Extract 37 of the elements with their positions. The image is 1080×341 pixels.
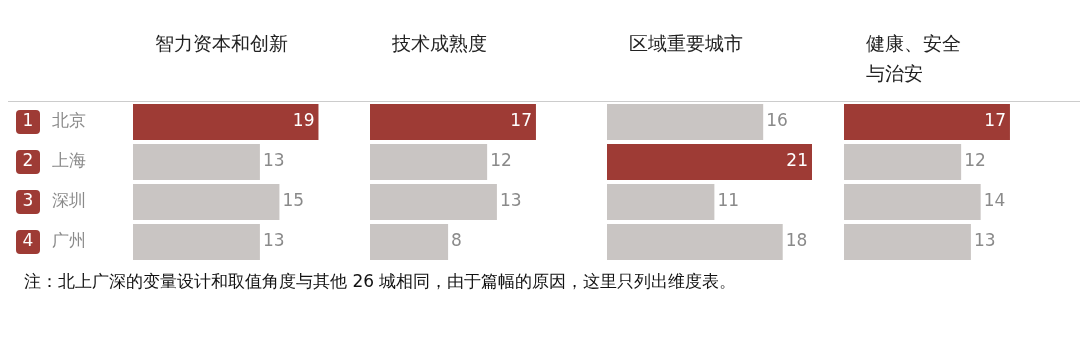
data-label: 18 (785, 230, 808, 251)
data-label: 16 (766, 110, 788, 131)
data-label: 19 (292, 110, 315, 131)
bar (607, 144, 812, 180)
bar (844, 144, 962, 180)
chart-title: 智力资本和创新 (155, 31, 289, 56)
bar (370, 104, 536, 140)
data-label: 13 (262, 230, 285, 251)
text: 注：北上广深的变量设计和取值角度与其他 26 城相同，由于篇幅的原因，这里只列出维度表。 (23, 270, 738, 293)
bar (370, 184, 497, 220)
data-label: 17 (984, 110, 1006, 131)
y-tick-label: 4 广州 (22, 230, 86, 251)
data-label: 12 (490, 150, 512, 171)
data-label: 11 (717, 190, 740, 211)
bar (607, 184, 715, 220)
y-tick-label: 2 上海 (22, 150, 86, 171)
bar (607, 104, 764, 140)
data-label: 12 (964, 150, 986, 171)
data-label: 13 (499, 190, 522, 211)
chart-title: 区域重要城市 (629, 31, 744, 56)
bar (370, 224, 449, 260)
data-label: 21 (786, 150, 808, 171)
chart-title: 技术成熟度 (392, 31, 488, 56)
data-label: 14 (983, 190, 1006, 211)
data-label: 13 (973, 230, 996, 251)
data-label: 17 (510, 110, 532, 131)
data-label: 15 (282, 190, 305, 211)
data-label: 13 (262, 150, 285, 171)
bar (844, 224, 971, 260)
bar (844, 104, 1010, 140)
bar (607, 224, 783, 260)
data-label: 8 (451, 230, 462, 251)
chart-title: 健康、安全与治安 (866, 31, 962, 86)
bar (370, 144, 488, 180)
y-tick-label: 1 北京 (22, 110, 86, 131)
bar (844, 184, 981, 220)
y-tick-label: 3 深圳 (22, 190, 86, 211)
